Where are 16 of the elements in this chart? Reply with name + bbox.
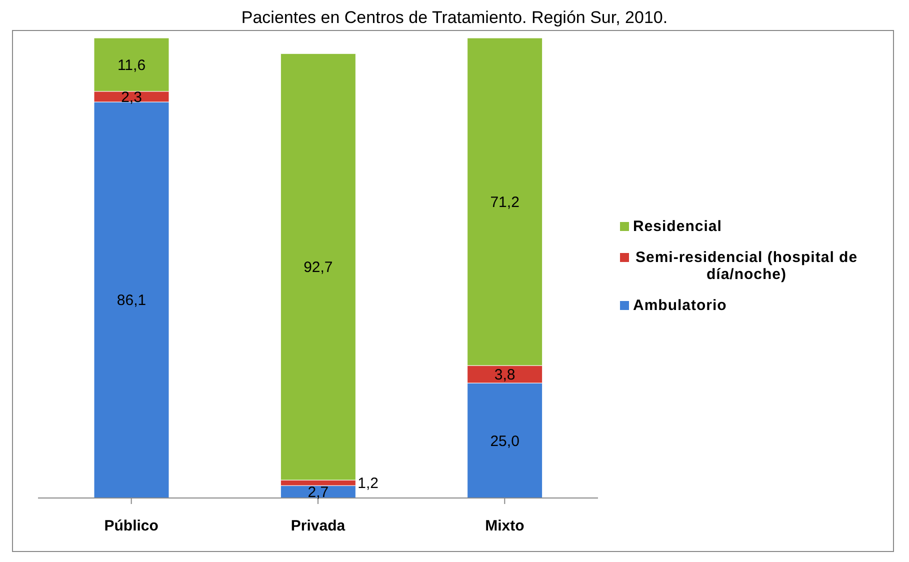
- data-label: 2,3: [121, 88, 142, 106]
- x-tick-label: Privada: [290, 518, 346, 535]
- x-tick-label: Público: [104, 518, 158, 535]
- legend-label: Semi-residencial (hospital de día/noche): [634, 249, 859, 283]
- data-label: 92,7: [304, 259, 333, 276]
- chart-title: Pacientes en Centros de Tratamiento. Región Sur, 2010.: [240, 8, 669, 28]
- data-label: 1,2: [358, 475, 379, 492]
- legend-label: Ambulatorio: [633, 297, 727, 314]
- x-tick-label: Mixto: [485, 518, 524, 535]
- data-label: 2,7: [308, 484, 329, 502]
- data-label: 86,1: [116, 292, 146, 310]
- data-label: 25,0: [490, 432, 520, 450]
- legend-label: Residencial: [633, 218, 722, 235]
- data-label: 71,2: [490, 194, 520, 212]
- data-label: 11,6: [117, 56, 146, 74]
- data-label: 3,8: [494, 366, 516, 384]
